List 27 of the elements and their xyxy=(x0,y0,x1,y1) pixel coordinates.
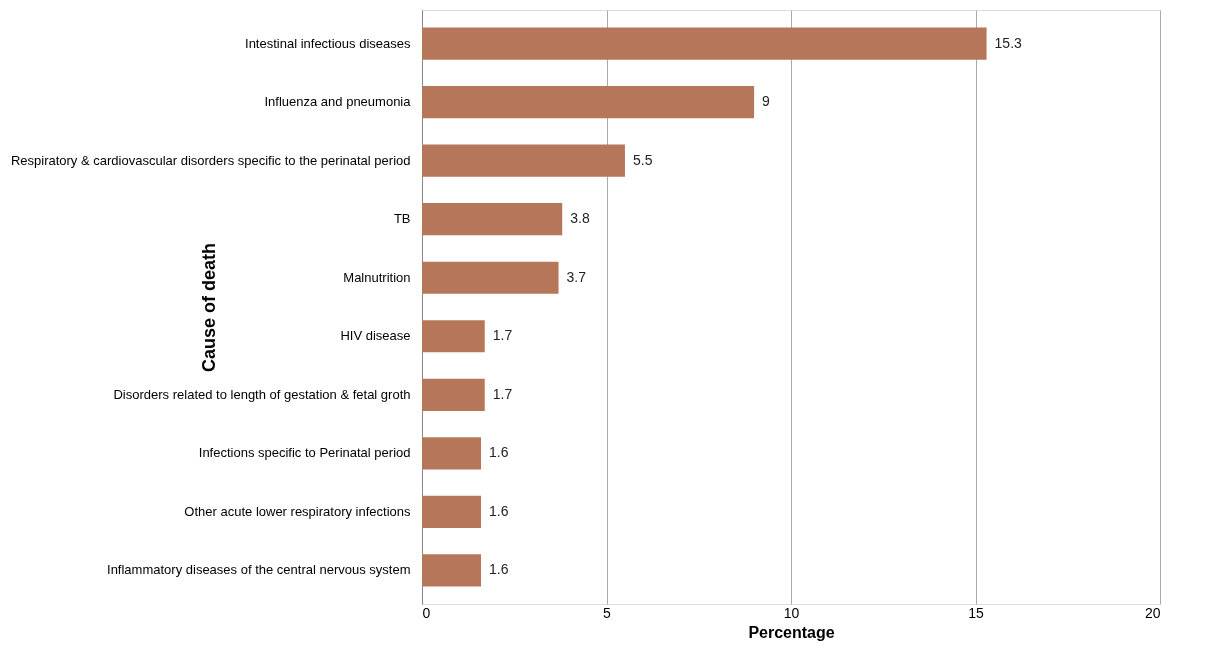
data-label: 15.3 xyxy=(994,34,1023,51)
y-tick-label: TB xyxy=(393,211,411,227)
data-label: 9 xyxy=(762,93,771,110)
y-tick-label: HIV disease xyxy=(340,328,411,344)
y-tick-label: Infections specific to Perinatal period xyxy=(198,445,411,461)
data-label: 3.8 xyxy=(570,210,590,227)
x-tick-label: 20 xyxy=(1144,604,1161,621)
y-tick-label: Intestinal infectious diseases xyxy=(245,35,411,51)
data-label: 5.5 xyxy=(632,151,653,168)
x-tick-label: 10 xyxy=(783,604,800,621)
y-tick-label: Influenza and pneumonia xyxy=(264,94,412,110)
y-axis-title: Cause of death xyxy=(198,242,219,373)
x-tick-label: 0 xyxy=(422,604,431,621)
data-label: 1.6 xyxy=(489,561,509,578)
x-tick-label: 15 xyxy=(968,604,984,621)
y-tick-label: Inflammatory diseases of the central nervous system xyxy=(107,562,411,578)
data-label: 1.6 xyxy=(489,502,509,519)
y-tick-label: Malnutrition xyxy=(343,269,411,285)
y-tick-label: Respiratory & cardiovascular disorders specific to the perinatal period xyxy=(10,152,411,168)
data-label: 1.6 xyxy=(489,444,509,461)
data-label: 1.7 xyxy=(492,385,513,402)
x-axis-title: Percentage xyxy=(748,623,835,641)
y-tick-label: Other acute lower respiratory infections xyxy=(184,503,411,519)
data-label: 3.7 xyxy=(566,268,587,285)
data-label: 1.7 xyxy=(492,327,513,344)
x-tick-label: 5 xyxy=(603,604,612,621)
y-tick-label: Disorders related to length of gestation & fetal groth xyxy=(113,386,411,402)
